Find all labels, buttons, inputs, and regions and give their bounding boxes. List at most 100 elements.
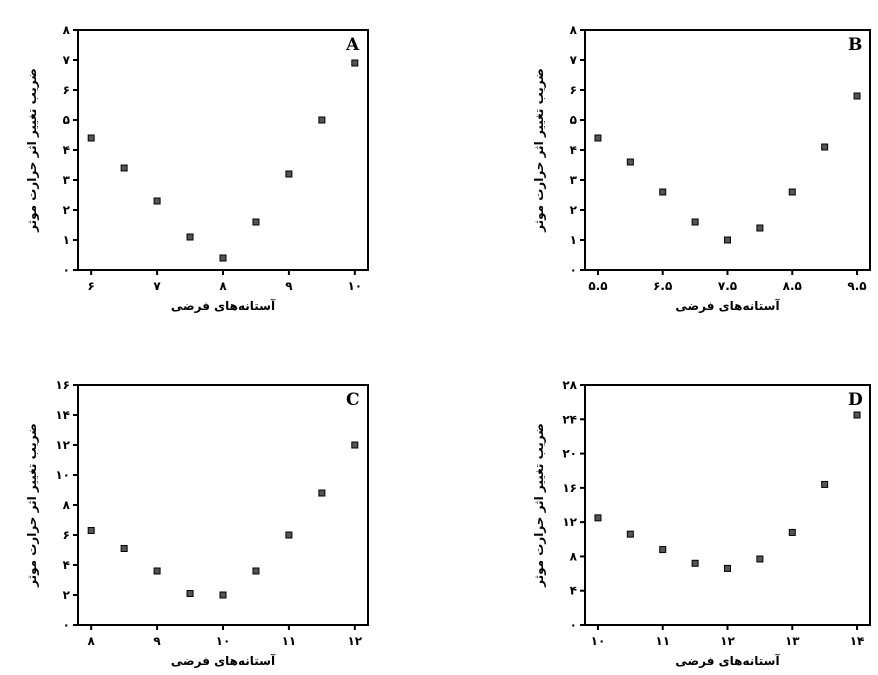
x-tick-label: ۱۰ bbox=[347, 279, 362, 293]
data-point bbox=[724, 564, 731, 572]
y-axis-title: ضریب تغییر اثر حرارت موثر bbox=[25, 68, 40, 233]
y-tick-label: ۲۰ bbox=[562, 447, 577, 461]
data-point bbox=[788, 528, 796, 536]
x-tick-label: ۱۲ bbox=[720, 634, 735, 648]
y-tick-label: ۳ bbox=[63, 173, 71, 187]
data-point bbox=[724, 236, 731, 244]
y-tick-label: ۵ bbox=[570, 113, 577, 127]
data-point bbox=[853, 92, 861, 100]
data-point bbox=[285, 531, 293, 539]
y-tick-label: ۸ bbox=[63, 23, 71, 37]
data-point bbox=[351, 441, 359, 449]
y-tick-label: ۱ bbox=[570, 233, 577, 247]
data-point bbox=[691, 559, 699, 567]
data-point bbox=[153, 197, 161, 205]
x-tick-label: ۹.۵ bbox=[847, 279, 866, 293]
data-point bbox=[756, 224, 764, 232]
panel-label: A bbox=[345, 35, 360, 55]
data-point bbox=[788, 188, 796, 196]
data-point bbox=[853, 411, 861, 419]
chart-panel-3: D ۰ ۴ ۸ ۱۲ ۱۶ ۲۰ ۲۴ ۲۸ ۱۰ ۱۱ ۱۲ ۱۳ ۱۴ آستانه‌های فرضی ض… bbox=[532, 378, 871, 668]
x-tick-label: ۵.۵ bbox=[588, 279, 607, 293]
data-point bbox=[691, 218, 699, 226]
y-tick-label: ۲ bbox=[63, 588, 71, 602]
data-point bbox=[626, 530, 634, 538]
y-tick-label: ۱۲ bbox=[562, 515, 577, 529]
plot-frame bbox=[584, 384, 871, 626]
x-tick-label: ۱۱ bbox=[282, 634, 297, 648]
x-axis-title: آستانه‌های فرضی bbox=[171, 653, 276, 668]
y-tick-label: ۱۴ bbox=[55, 408, 70, 422]
data-point bbox=[252, 218, 260, 226]
data-point bbox=[821, 143, 829, 151]
y-axis-title: ضریب تغییر اثر حرارت موثر bbox=[532, 423, 547, 588]
panel-label: B bbox=[848, 35, 862, 55]
data-point bbox=[87, 134, 95, 142]
data-point bbox=[120, 164, 128, 172]
x-tick-label: ۱۲ bbox=[347, 634, 362, 648]
data-point bbox=[626, 158, 634, 166]
data-point bbox=[659, 188, 667, 196]
x-tick-label: ۸ bbox=[88, 634, 96, 648]
x-tick-label: ۷ bbox=[153, 279, 161, 293]
y-tick-label: ۶ bbox=[570, 83, 577, 97]
plot-frame bbox=[77, 29, 369, 271]
chart-panel-1: B ۰ ۱ ۲ ۳ ۴ ۵ ۶ ۷ ۸ ۵.۵ ۶.۵ ۷.۵ ۸.۵ ۹.۵ آستانه‌های فرضی… bbox=[532, 23, 871, 313]
y-axis-title: ضریب تغییر اثر حرارت موثر bbox=[25, 423, 40, 588]
x-tick-label: ۱۰ bbox=[216, 634, 231, 648]
y-tick-label: ۲ bbox=[570, 203, 578, 217]
y-tick-label: ۰ bbox=[570, 618, 577, 632]
x-tick-label: ۸.۵ bbox=[783, 279, 802, 293]
x-tick-label: ۶ bbox=[88, 279, 95, 293]
y-tick-label: ۴ bbox=[570, 584, 577, 598]
x-axis-title: آستانه‌های فرضی bbox=[675, 298, 780, 313]
data-point bbox=[821, 480, 829, 488]
data-point bbox=[594, 514, 602, 522]
y-tick-label: ۶ bbox=[63, 528, 70, 542]
y-tick-label: ۰ bbox=[570, 263, 577, 277]
y-tick-label: ۸ bbox=[570, 549, 578, 563]
y-tick-label: ۸ bbox=[63, 498, 71, 512]
data-point bbox=[659, 546, 667, 554]
data-point bbox=[186, 590, 194, 597]
data-point bbox=[219, 254, 227, 262]
y-tick-label: ۴ bbox=[570, 143, 577, 157]
y-tick-label: ۱۰ bbox=[55, 468, 70, 482]
x-tick-label: ۸ bbox=[219, 279, 227, 293]
panel-label: D bbox=[848, 390, 863, 410]
data-point bbox=[219, 591, 227, 599]
data-point bbox=[756, 555, 764, 563]
x-tick-label: ۷.۵ bbox=[718, 279, 737, 293]
data-point bbox=[318, 116, 326, 124]
x-axis-title: آستانه‌های فرضی bbox=[675, 653, 780, 668]
y-tick-label: ۱۲ bbox=[55, 438, 70, 452]
x-tick-label: ۹ bbox=[285, 279, 293, 293]
y-tick-label: ۱۶ bbox=[55, 378, 70, 392]
data-point bbox=[252, 567, 260, 575]
data-point bbox=[186, 233, 194, 241]
panel-label: C bbox=[346, 390, 360, 410]
data-point bbox=[594, 134, 602, 142]
chart-panel-0: A ۰ ۱ ۲ ۳ ۴ ۵ ۶ ۷ ۸ ۶ ۷ ۸ ۹ ۱۰ آستانه‌های فرضی ضریب تغیی… bbox=[25, 23, 369, 313]
chart-panel-2: C ۰ ۲ ۴ ۶ ۸ ۱۰ ۱۲ ۱۴ ۱۶ ۸ ۹ ۱۰ ۱۱ ۱۲ آستانه‌های فرضی ضری… bbox=[25, 378, 369, 668]
data-point bbox=[318, 489, 326, 497]
x-tick-label: ۹ bbox=[153, 634, 161, 648]
y-tick-label: ۴ bbox=[63, 143, 70, 157]
y-tick-label: ۱ bbox=[63, 233, 70, 247]
y-tick-label: ۸ bbox=[570, 23, 578, 37]
y-axis-title: ضریب تغییر اثر حرارت موثر bbox=[532, 68, 547, 233]
y-tick-label: ۷ bbox=[570, 53, 578, 67]
y-tick-label: ۵ bbox=[63, 113, 70, 127]
data-point bbox=[285, 170, 293, 178]
x-axis-title: آستانه‌های فرضی bbox=[171, 298, 276, 313]
x-tick-label: ۱۱ bbox=[655, 634, 670, 648]
y-tick-label: ۲۴ bbox=[562, 412, 577, 426]
data-point bbox=[153, 567, 161, 575]
x-tick-label: ۶.۵ bbox=[653, 279, 672, 293]
y-tick-label: ۰ bbox=[63, 618, 70, 632]
x-tick-label: ۱۳ bbox=[785, 634, 800, 648]
data-point bbox=[87, 527, 95, 534]
data-point bbox=[120, 545, 128, 552]
x-tick-label: ۱۰ bbox=[591, 634, 606, 648]
